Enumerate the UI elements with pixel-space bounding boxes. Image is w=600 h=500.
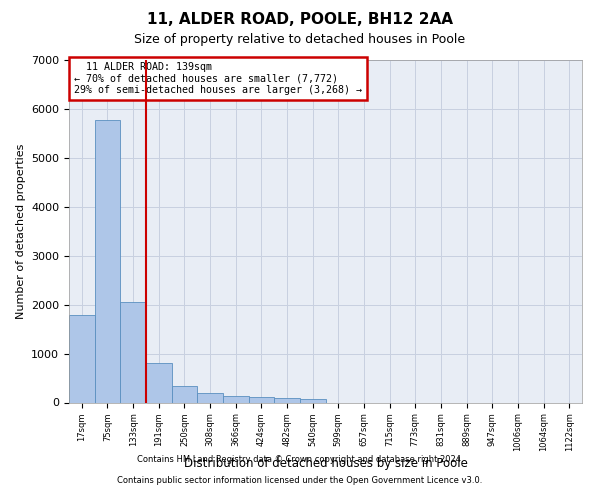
Bar	[69, 316, 95, 402]
Bar	[95, 120, 121, 403]
Y-axis label: Number of detached properties: Number of detached properties	[16, 144, 26, 319]
Bar	[197, 393, 223, 402]
Bar	[223, 396, 248, 402]
Bar	[121, 302, 146, 402]
Text: 11, ALDER ROAD, POOLE, BH12 2AA: 11, ALDER ROAD, POOLE, BH12 2AA	[147, 12, 453, 28]
Bar	[172, 386, 197, 402]
Bar	[248, 397, 274, 402]
Text: Contains HM Land Registry data © Crown copyright and database right 2024.: Contains HM Land Registry data © Crown c…	[137, 455, 463, 464]
Bar	[274, 398, 300, 402]
Text: Size of property relative to detached houses in Poole: Size of property relative to detached ho…	[134, 32, 466, 46]
Text: Contains public sector information licensed under the Open Government Licence v3: Contains public sector information licen…	[118, 476, 482, 485]
Text: 11 ALDER ROAD: 139sqm
← 70% of detached houses are smaller (7,772)
29% of semi-d: 11 ALDER ROAD: 139sqm ← 70% of detached …	[74, 62, 362, 95]
Bar	[146, 364, 172, 403]
Bar	[300, 400, 325, 402]
X-axis label: Distribution of detached houses by size in Poole: Distribution of detached houses by size …	[184, 457, 467, 470]
